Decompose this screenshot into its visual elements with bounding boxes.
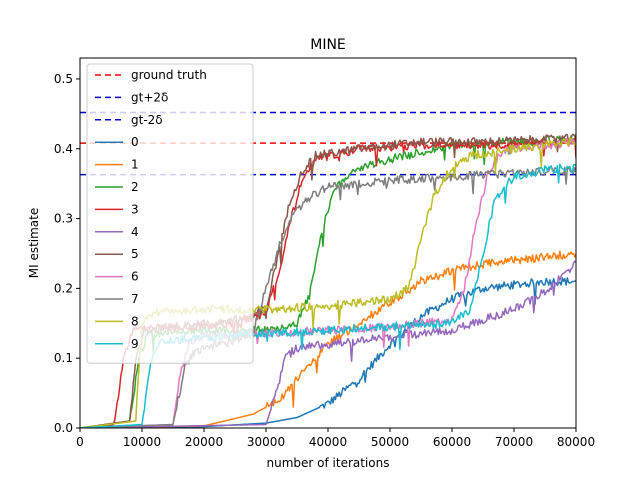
x-tick-label: 70000 — [495, 435, 533, 449]
legend-label: 1 — [131, 158, 139, 172]
x-tick-label: 10000 — [123, 435, 161, 449]
legend-label: 8 — [131, 314, 139, 328]
legend-label: gt-2δ — [131, 113, 163, 127]
x-tick-label: 50000 — [371, 435, 409, 449]
y-tick-label: 0.2 — [54, 281, 73, 295]
y-tick-label: 0.0 — [54, 421, 73, 435]
x-tick-label: 60000 — [433, 435, 471, 449]
x-tick-label: 80000 — [557, 435, 595, 449]
legend-label: 4 — [131, 225, 139, 239]
y-axis-label: MI estimate — [27, 208, 41, 279]
x-tick-label: 20000 — [185, 435, 223, 449]
y-tick-label: 0.3 — [54, 212, 73, 226]
legend-label: 9 — [131, 337, 139, 351]
legend-box — [86, 63, 254, 364]
y-tick-label: 0.4 — [54, 142, 73, 156]
y-tick-label: 0.5 — [54, 72, 73, 86]
legend-label: ground truth — [131, 68, 207, 82]
legend-label: 2 — [131, 180, 139, 194]
y-tick-label: 0.1 — [54, 351, 73, 365]
x-tick-label: 0 — [76, 435, 84, 449]
legend-label: 5 — [131, 247, 139, 261]
legend-label: 3 — [131, 202, 139, 216]
legend: ground truth gt+2δ gt-2δ 0 1 2 3 4 5 6 7 8 9 — [86, 63, 254, 364]
x-tick-label: 30000 — [247, 435, 285, 449]
legend-label: 7 — [131, 292, 139, 306]
x-tick-label: 40000 — [309, 435, 347, 449]
chart-title: MINE — [310, 37, 346, 53]
legend-label: gt+2δ — [131, 90, 168, 104]
legend-label: 0 — [131, 135, 139, 149]
legend-label: 6 — [131, 270, 139, 284]
series-line-7 — [80, 166, 576, 428]
x-axis-label: number of iterations — [267, 456, 390, 470]
series-line-4 — [80, 260, 576, 428]
